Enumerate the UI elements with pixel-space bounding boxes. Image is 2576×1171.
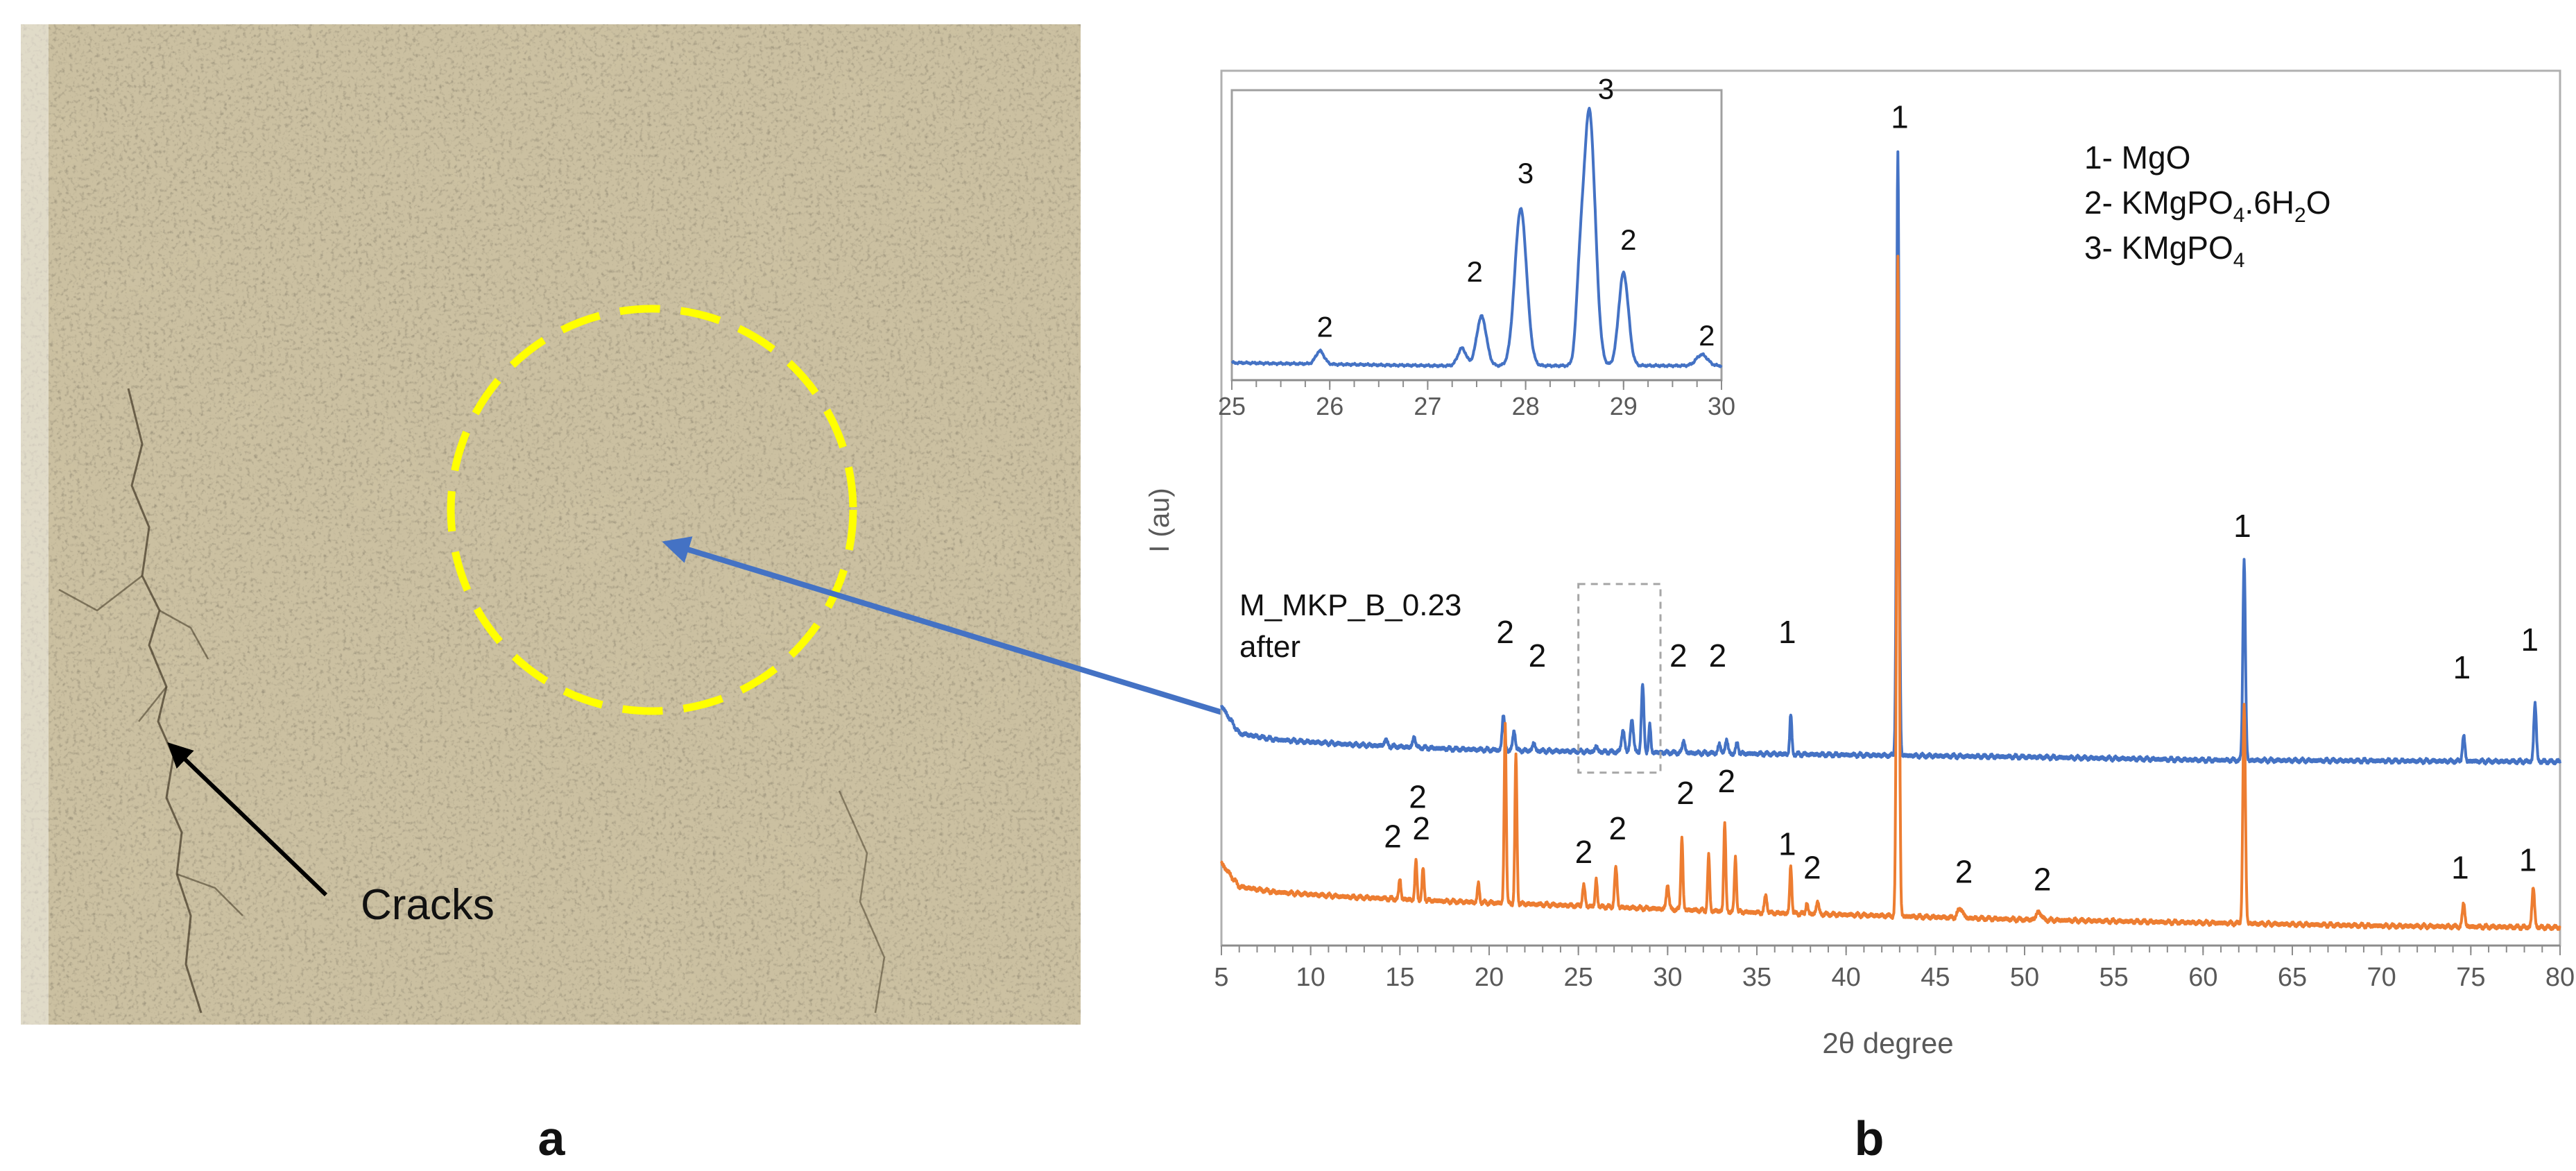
series-label-line-2: after	[1239, 630, 1300, 664]
crack-line	[127, 388, 203, 1014]
main-peak-label: 1	[1778, 826, 1796, 862]
main-peak-label: 2	[1669, 638, 1688, 674]
main-tick-label: 75	[2456, 963, 2485, 992]
legend-item-kmgpo4-6h2o: 2- KMgPO4.6H2O	[2084, 185, 2330, 227]
main-peak-label: 2	[1709, 638, 1727, 674]
main-peak-label: 1	[2453, 649, 2471, 685]
main-peak-label: 2	[2034, 862, 2052, 898]
photo-left-edge	[21, 24, 49, 1025]
main-series-line-0	[1220, 150, 2561, 766]
legend-item-mgo: 1- MgO	[2084, 139, 2190, 176]
y-axis-label: I (au)	[1144, 488, 1175, 552]
photo-grain	[21, 24, 1081, 1025]
inset-peak-label: 2	[1699, 319, 1715, 352]
inset-plot: 25 26 27 28 29 30 2 2 3 3 2 2	[1218, 73, 1735, 420]
main-tick-label: 35	[1742, 963, 1771, 992]
legend: 1- MgO 2- KMgPO4.6H2O 3- KMgPO4	[2084, 139, 2330, 272]
main-tick-label: 5	[1214, 963, 1228, 992]
main-peak-label: 1	[2521, 622, 2539, 658]
inset-tick-label: 25	[1218, 392, 1246, 420]
inset-tick-label: 27	[1414, 392, 1441, 420]
inset-tick-label: 29	[1610, 392, 1638, 420]
crack-pointer-arrow	[167, 742, 328, 897]
legend-item-kmgpo4: 3- KMgPO4	[2084, 230, 2244, 272]
series-label: M_MKP_B_0.23 after	[1239, 588, 1461, 664]
inset-tick-label: 30	[1708, 392, 1735, 420]
main-tick-label: 25	[1564, 963, 1593, 992]
main-peak-label: 2	[1409, 779, 1427, 815]
inset-peak-label: 2	[1316, 310, 1332, 343]
main-tick-label: 40	[1832, 963, 1861, 992]
panel-label-a: a	[538, 1111, 566, 1165]
main-tick-label: 15	[1385, 963, 1414, 992]
main-peak-label: 2	[1955, 853, 1973, 889]
main-peak-label: 2	[1412, 810, 1430, 846]
main-peak-label: 2	[1529, 638, 1547, 674]
main-tick-label: 50	[2010, 963, 2039, 992]
main-tick-label: 20	[1475, 963, 1504, 992]
main-peak-label: 2	[1676, 775, 1694, 811]
inset-peak-label: 3	[1598, 73, 1614, 105]
main-peak-label: 2	[1717, 763, 1735, 799]
main-peak-label: 2	[1384, 818, 1402, 854]
main-peak-label: 1	[1891, 99, 1909, 135]
main-tick-label: 45	[1921, 963, 1950, 992]
panel-label-b: b	[1855, 1111, 1884, 1165]
series-label-line-1: M_MKP_B_0.23	[1239, 588, 1461, 622]
main-tick-label: 70	[2367, 963, 2396, 992]
crack-branch	[58, 575, 243, 916]
main-peak-label: 2	[1803, 850, 1821, 886]
inset-peak-label: 3	[1518, 157, 1534, 189]
main-tick-label: 80	[2545, 963, 2575, 992]
x-axis-label: 2θ degree	[1822, 1027, 1953, 1059]
main-tick-label: 65	[2278, 963, 2307, 992]
inset-series-line-0	[1230, 107, 1723, 368]
main-peak-label: 2	[1496, 614, 1514, 650]
photo-panel: Cracks	[21, 24, 1081, 1025]
crack-right	[838, 790, 886, 1014]
main-tick-label: 30	[1653, 963, 1682, 992]
crack-label: Cracks	[361, 881, 495, 929]
main-peak-label: 1	[2451, 850, 2469, 886]
main-tick-label: 60	[2188, 963, 2217, 992]
inset-tick-label: 28	[1512, 392, 1540, 420]
main-peak-label: 1	[1778, 614, 1796, 650]
main-zoom-box	[1577, 583, 1662, 774]
connector-arrow	[662, 536, 1230, 717]
highlight-circle	[447, 305, 857, 715]
main-peak-label: 1	[2233, 508, 2251, 544]
main-peak-label: 2	[1575, 834, 1593, 870]
main-tick-label: 10	[1296, 963, 1325, 992]
inset-peak-label: 2	[1466, 255, 1482, 288]
main-peak-label: 2	[1608, 810, 1626, 846]
main-series-line-1	[1220, 255, 2561, 932]
main-tick-label: 55	[2100, 963, 2129, 992]
inset-peak-label: 2	[1620, 223, 1636, 256]
main-peak-label: 1	[2519, 841, 2537, 878]
inset-tick-label: 26	[1316, 392, 1343, 420]
